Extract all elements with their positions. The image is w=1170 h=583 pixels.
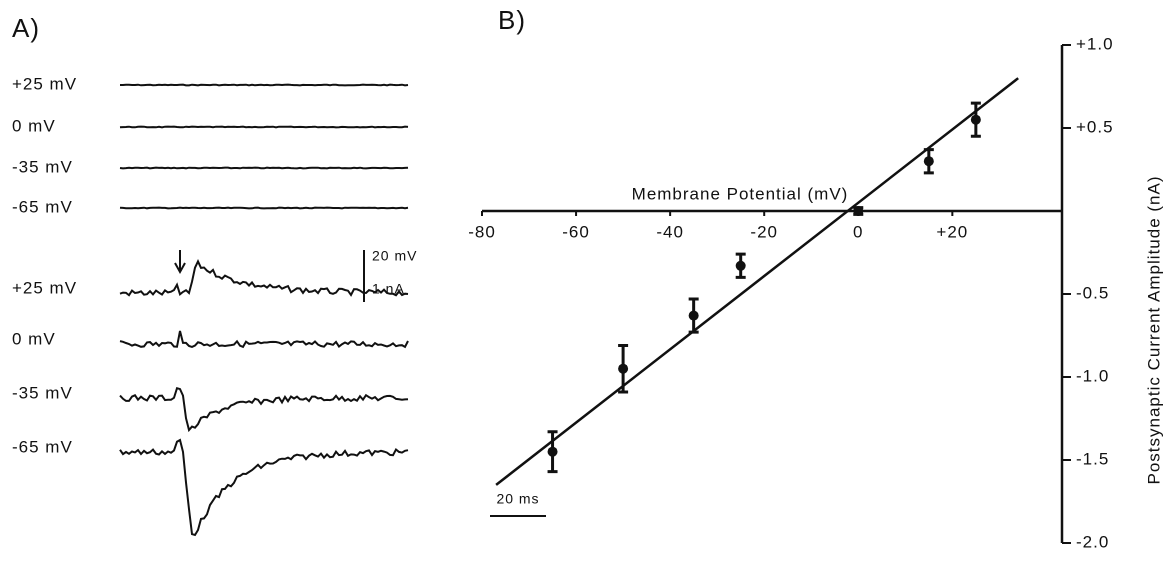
y-tick-label: -2.0: [1076, 532, 1109, 551]
x-tick-label: 0: [853, 222, 863, 241]
voltage-trace: [119, 206, 409, 210]
current-trace: [119, 330, 409, 349]
x-axis-label: Membrane Potential (mV): [632, 184, 849, 203]
y-tick-label: +1.0: [1076, 34, 1114, 53]
data-point: [853, 206, 864, 216]
data-point: [923, 156, 934, 167]
scale-label: 20 ms: [496, 491, 539, 507]
trace-label: -65 mV: [12, 437, 73, 456]
data-point: [970, 114, 981, 125]
current-trace: [119, 386, 409, 433]
trace-label: -35 mV: [12, 157, 73, 176]
arrow: [174, 250, 186, 275]
x-tick-label: -20: [750, 222, 778, 241]
fit-line: [495, 77, 1019, 486]
x-tick-label: -40: [656, 222, 684, 241]
data-point: [547, 446, 558, 457]
y-tick-label: -1.5: [1076, 449, 1109, 468]
x-tick-label: -80: [468, 222, 496, 241]
panel-label: B): [498, 5, 526, 35]
voltage-trace: [120, 83, 409, 87]
trace-label: +25 mV: [12, 74, 77, 93]
scale-label: 1 nA: [372, 281, 405, 297]
data-point: [735, 260, 746, 271]
y-axis-label: Postsynaptic Current Amplitude (nA): [1144, 175, 1163, 484]
trace-label: 0 mV: [12, 329, 56, 348]
scale-label: 20 mV: [372, 248, 417, 264]
current-trace: [119, 438, 409, 537]
x-tick-label: +20: [936, 222, 968, 241]
trace-label: +25 mV: [12, 278, 77, 297]
y-tick-label: -0.5: [1076, 283, 1109, 302]
x-tick-label: -60: [562, 222, 590, 241]
voltage-trace: [119, 125, 409, 129]
current-trace: [119, 259, 409, 297]
voltage-trace: [119, 166, 409, 170]
trace-label: 0 mV: [12, 116, 56, 135]
trace-label: -35 mV: [12, 383, 73, 402]
data-point: [618, 363, 629, 374]
panel-label: A): [12, 13, 40, 43]
trace-label: -65 mV: [12, 197, 73, 216]
y-tick-label: +0.5: [1076, 117, 1114, 136]
y-tick-label: -1.0: [1076, 366, 1109, 385]
data-point: [688, 310, 699, 321]
